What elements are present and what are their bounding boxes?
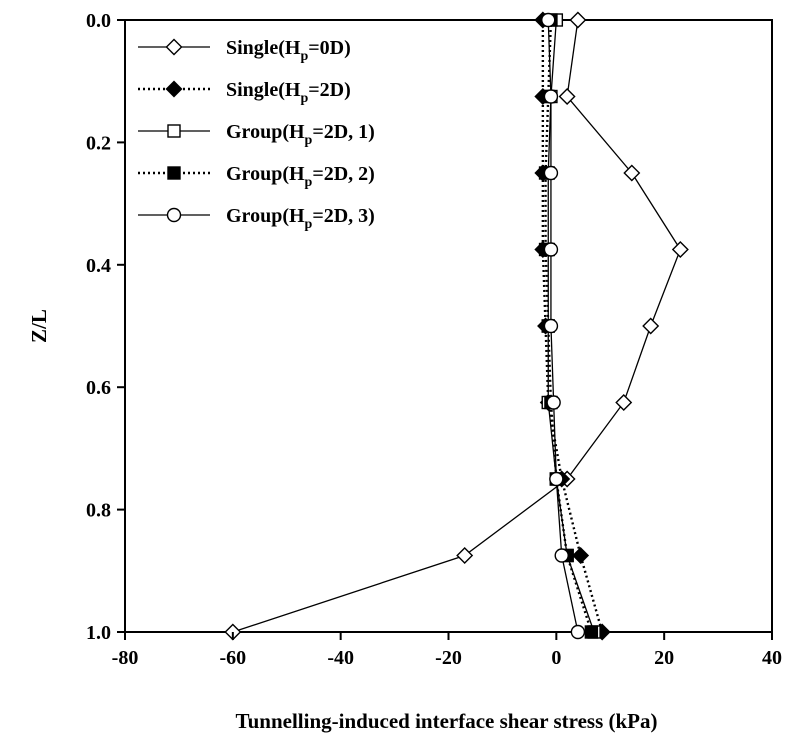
data-point [554, 548, 569, 563]
data-point [615, 394, 633, 411]
data-point [671, 241, 689, 258]
legend-marker [165, 80, 183, 98]
series-layer [224, 11, 689, 641]
y-tick-label: 1.0 [86, 622, 111, 644]
legend-label: Group(Hp=2D, 1) [226, 121, 375, 148]
data-point [623, 164, 641, 182]
x-tick-label: -80 [112, 647, 139, 669]
legend-label: Group(Hp=2D, 3) [226, 205, 375, 232]
y-tick-label: 0.6 [86, 377, 111, 399]
y-tick-label: 0.2 [86, 132, 111, 154]
legend-marker [165, 38, 183, 56]
x-tick-label: -40 [327, 647, 354, 669]
data-point [584, 625, 599, 639]
legend-marker [167, 166, 181, 180]
series-5 [541, 12, 586, 640]
legend: Single(Hp=0D) Single(Hp=2D) Group(Hp=2D, 1… [138, 37, 375, 232]
data-point [543, 165, 559, 181]
y-tick-label: 0.0 [86, 10, 111, 32]
data-point [569, 11, 587, 29]
data-point [642, 317, 660, 335]
data-point [558, 88, 576, 105]
data-point [543, 89, 559, 104]
data-point [549, 471, 564, 487]
data-point [570, 624, 586, 640]
legend-label: Group(Hp=2D, 2) [226, 163, 375, 190]
legend-label: Single(Hp=2D) [226, 79, 351, 106]
series-1 [224, 11, 689, 641]
x-axis-label: Tunnelling-induced interface shear stres… [236, 709, 658, 733]
y-tick-label: 0.8 [86, 500, 111, 522]
data-point [456, 547, 474, 564]
legend-marker [167, 124, 181, 138]
x-tick-label: 40 [762, 647, 782, 669]
data-point [572, 547, 590, 564]
legend-label: Single(Hp=0D) [226, 37, 351, 64]
legend-entry-2: Single(Hp=2D) [138, 79, 351, 106]
plot-area [124, 19, 773, 633]
x-tick-label: -60 [219, 647, 246, 669]
x-tick-label: 0 [551, 647, 561, 669]
data-point [543, 318, 559, 334]
data-point [546, 395, 561, 410]
x-tick-label: 20 [654, 647, 674, 669]
legend-entry-4: Group(Hp=2D, 2) [138, 163, 375, 190]
legend-entry-5: Group(Hp=2D, 3) [138, 205, 375, 232]
legend-entry-3: Group(Hp=2D, 1) [138, 121, 375, 148]
series-line [232, 19, 682, 633]
x-tick-label: -20 [435, 647, 462, 669]
axes-layer: -80 -60 -40 -20 0 20 40 0.0 0.2 0.4 0.6 0.8 1.0 [86, 10, 782, 669]
legend-entry-1: Single(Hp=0D) [138, 37, 351, 64]
legend-marker [166, 207, 182, 223]
y-tick-label: 0.4 [86, 255, 111, 277]
y-axis-label: Z/L [27, 309, 51, 343]
data-point [541, 12, 556, 28]
data-point [543, 242, 559, 257]
